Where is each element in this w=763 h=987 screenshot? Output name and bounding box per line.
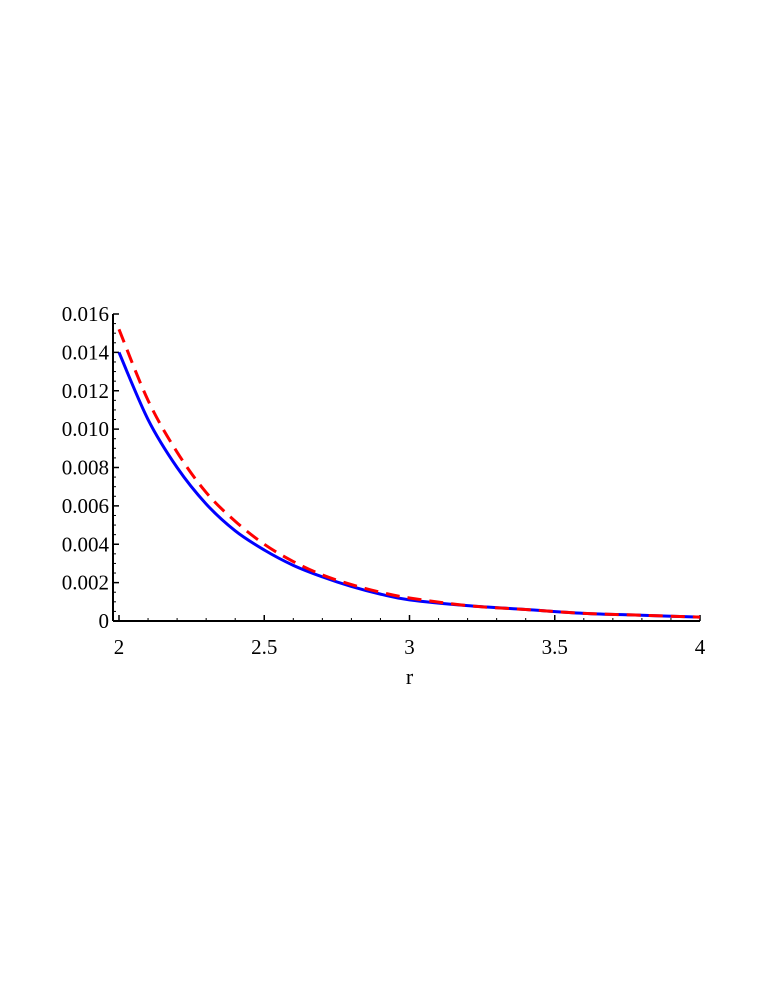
y-tick-label: 0.016 xyxy=(62,302,109,326)
x-tick-label: 2 xyxy=(114,635,125,659)
y-tick-label: 0.012 xyxy=(62,379,109,403)
x-tick-label: 2.5 xyxy=(251,635,277,659)
x-tick-label: 4 xyxy=(695,635,706,659)
y-tick-label: 0.004 xyxy=(62,532,110,556)
y-tick-label: 0.002 xyxy=(62,571,109,595)
y-tick-label: 0.010 xyxy=(62,417,109,441)
y-tick-label: 0 xyxy=(99,609,110,633)
x-axis-label: r xyxy=(406,664,414,689)
chart-series xyxy=(117,328,701,619)
series-line-blue-solid xyxy=(117,351,701,619)
y-tick-label: 0.014 xyxy=(62,340,110,364)
y-tick-label: 0.006 xyxy=(62,494,109,518)
chart-labels: 0 0.002 0.004 0.006 0.008 0.010 0.012 0.014 0.01… xyxy=(62,302,706,689)
x-tick-label: 3 xyxy=(404,635,415,659)
series-line-red-dashed xyxy=(117,328,701,619)
y-tick-label: 0.008 xyxy=(62,456,109,480)
chart-axes xyxy=(112,313,701,622)
x-tick-label: 3.5 xyxy=(542,635,568,659)
